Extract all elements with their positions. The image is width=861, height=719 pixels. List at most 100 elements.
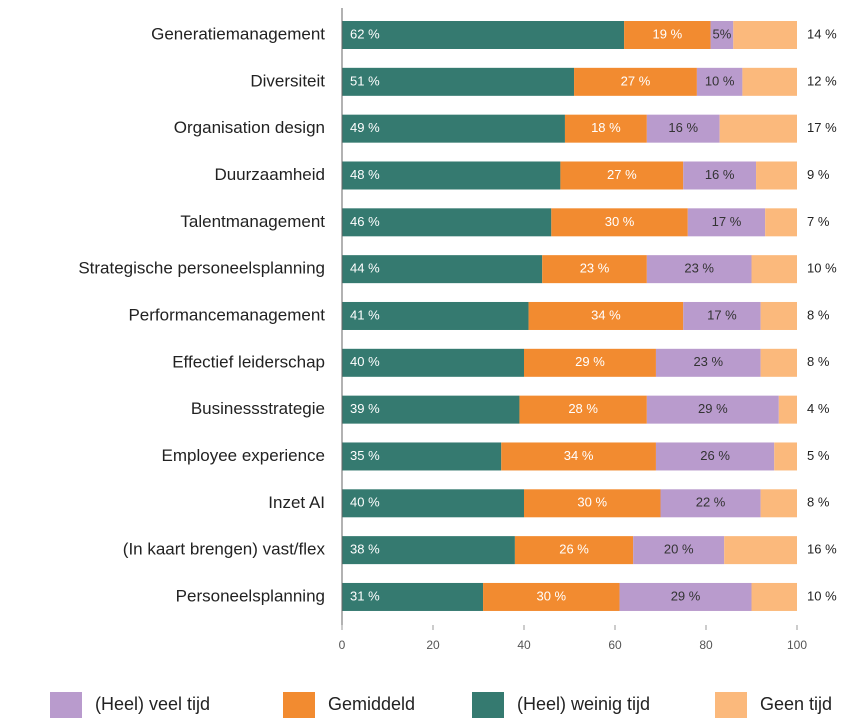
- bar-segment: [514, 536, 634, 565]
- legend-label: (Heel) weinig tijd: [517, 694, 650, 714]
- value-label: 8 %: [807, 307, 830, 322]
- legend-swatch: [715, 692, 747, 718]
- value-label: 30 %: [577, 495, 607, 510]
- value-label: 23 %: [684, 261, 714, 276]
- bar-segment: [655, 442, 775, 471]
- bar-segment: [564, 114, 647, 143]
- bar-segment: [778, 395, 797, 424]
- category-label: Performancemanagement: [128, 305, 325, 324]
- legend-label: Geen tijd: [760, 694, 832, 714]
- value-label: 62 %: [350, 26, 380, 41]
- value-label: 40 %: [350, 495, 380, 510]
- value-label: 20 %: [664, 542, 694, 557]
- value-label: 35 %: [350, 448, 380, 463]
- bar-segment: [519, 395, 647, 424]
- bar-segment: [760, 301, 797, 330]
- bar-segment: [342, 67, 575, 96]
- value-label: 30 %: [605, 214, 635, 229]
- bar-segment: [342, 161, 561, 190]
- value-label: 44 %: [350, 261, 380, 276]
- bar-segment: [655, 348, 761, 377]
- value-label: 17 %: [707, 307, 737, 322]
- value-label: 27 %: [607, 167, 637, 182]
- bar-segment: [342, 21, 625, 49]
- value-label: 16 %: [668, 120, 698, 135]
- value-label: 19 %: [653, 26, 683, 41]
- legend-label: (Heel) veel tijd: [95, 694, 210, 714]
- value-label: 29 %: [671, 588, 701, 603]
- x-tick-label: 100: [787, 638, 807, 652]
- bar-segment: [551, 208, 688, 237]
- bar-segment: [687, 208, 766, 237]
- category-label: Strategische personeelsplanning: [78, 259, 325, 278]
- bar-segment: [619, 582, 752, 611]
- bar-segment: [342, 114, 565, 143]
- bar-segment: [574, 67, 697, 96]
- bar-segment: [342, 255, 543, 284]
- value-label: 10 %: [807, 261, 837, 276]
- legend-swatch: [283, 692, 315, 718]
- value-label: 8 %: [807, 495, 830, 510]
- bar-segment: [342, 536, 515, 565]
- category-label: Organisation design: [174, 118, 325, 137]
- value-label: 16 %: [705, 167, 735, 182]
- value-label: 41 %: [350, 307, 380, 322]
- value-label: 8 %: [807, 354, 830, 369]
- value-label: 29 %: [698, 401, 728, 416]
- bar-segment: [542, 255, 647, 284]
- bar-segment: [756, 161, 797, 190]
- value-label: 29 %: [575, 354, 605, 369]
- bar-segment: [646, 395, 779, 424]
- value-label: 51 %: [350, 73, 380, 88]
- value-label: 27 %: [621, 73, 651, 88]
- bar-segment: [760, 348, 797, 377]
- bar-segment: [483, 582, 620, 611]
- value-label: 10 %: [705, 73, 735, 88]
- value-label: 48 %: [350, 167, 380, 182]
- bar-segment: [342, 582, 484, 611]
- bar-segment: [560, 161, 684, 190]
- value-label: 17 %: [712, 214, 742, 229]
- bar-segment: [646, 114, 720, 143]
- category-label: Effectief leiderschap: [172, 352, 325, 371]
- bar-segment: [696, 67, 743, 96]
- bar-segment: [683, 301, 761, 330]
- bar-segment: [342, 301, 529, 330]
- bar-segment: [724, 536, 797, 565]
- x-tick-label: 80: [699, 638, 713, 652]
- legend-swatch: [472, 692, 504, 718]
- value-label: 7 %: [807, 214, 830, 229]
- value-label: 16 %: [807, 542, 837, 557]
- value-label: 9 %: [807, 167, 830, 182]
- category-label: Diversiteit: [250, 71, 325, 90]
- bar-segment: [751, 255, 797, 284]
- bar-segment: [683, 161, 757, 190]
- value-label: 34 %: [591, 307, 621, 322]
- value-label: 38 %: [350, 542, 380, 557]
- value-label: 39 %: [350, 401, 380, 416]
- value-label: 10 %: [807, 588, 837, 603]
- bar-segment: [528, 301, 684, 330]
- value-label: 34 %: [564, 448, 594, 463]
- category-label: (In kaart brengen) vast/flex: [123, 540, 326, 559]
- value-label: 14 %: [807, 26, 837, 41]
- bar-segment: [710, 21, 734, 49]
- bar-segment: [719, 114, 797, 143]
- value-label: 46 %: [350, 214, 380, 229]
- value-label: 30 %: [536, 588, 566, 603]
- x-tick-label: 40: [517, 638, 531, 652]
- category-label: Personeelsplanning: [176, 586, 325, 605]
- bar-segment: [501, 442, 656, 471]
- bar-segment: [624, 21, 711, 49]
- bar-segment: [742, 67, 797, 96]
- x-tick-label: 0: [339, 638, 346, 652]
- category-label: Businessstrategie: [191, 399, 325, 418]
- category-label: Generatiemanagement: [151, 24, 325, 43]
- bar-segment: [760, 489, 797, 518]
- value-label: 18 %: [591, 120, 621, 135]
- category-label: Talentmanagement: [180, 212, 325, 231]
- category-label: Inzet AI: [268, 493, 325, 512]
- bar-segment: [342, 208, 552, 237]
- bar-segment: [765, 208, 797, 237]
- value-label: 5 %: [807, 448, 830, 463]
